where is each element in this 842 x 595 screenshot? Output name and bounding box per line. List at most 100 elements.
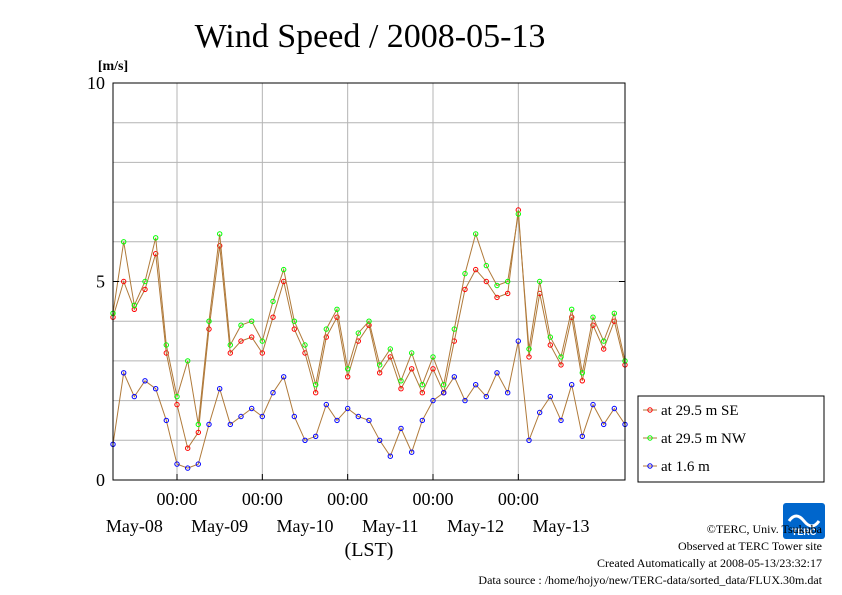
data-point (249, 405, 255, 412)
data-point (494, 282, 500, 289)
data-point (483, 278, 489, 285)
y-unit-label: [m/s] (98, 59, 128, 74)
data-point (291, 326, 297, 332)
data-point (430, 397, 436, 404)
x-day-label: May-12 (447, 516, 504, 536)
data-point (590, 314, 596, 320)
data-point (291, 318, 297, 324)
data-point (430, 366, 436, 372)
legend-marker (647, 435, 653, 441)
data-point (355, 330, 361, 336)
grid-lines (113, 83, 625, 480)
x-day-label: May-09 (191, 516, 248, 536)
data-point (462, 270, 468, 277)
legend-label: at 29.5 m SE (661, 403, 739, 419)
series-line (112, 340, 626, 469)
data-point (121, 370, 127, 376)
chart-title: Wind Speed / 2008-05-13 (195, 18, 546, 55)
data-point (526, 346, 532, 352)
data-point (185, 465, 191, 471)
data-point (345, 405, 351, 412)
data-point (494, 294, 500, 301)
data-point (142, 378, 148, 384)
legend-label: at 29.5 m NW (661, 431, 747, 447)
data-point (217, 243, 223, 249)
data-point (121, 239, 127, 245)
data-point (291, 413, 297, 420)
data-point (505, 390, 511, 396)
x-day-label: May-08 (106, 516, 163, 536)
data-point (206, 318, 212, 324)
data-point (281, 374, 287, 380)
data-point (515, 338, 521, 344)
data-point (174, 393, 180, 400)
data-point (537, 278, 543, 285)
data-point (377, 362, 383, 368)
data-point (515, 211, 521, 217)
x-day-label: May-13 (533, 516, 590, 536)
data-point (505, 290, 511, 297)
data-point (590, 322, 596, 328)
data-point (387, 453, 393, 459)
legend-label: at 1.6 m (661, 459, 710, 475)
data-point (206, 421, 212, 428)
data-point (579, 378, 585, 384)
x-tick-label: 00:00 (327, 489, 368, 509)
data-point (195, 421, 202, 428)
x-tick-label: 00:00 (412, 489, 453, 509)
data-point (558, 362, 564, 368)
data-point (473, 231, 479, 237)
data-point (547, 342, 553, 348)
data-point (206, 326, 212, 332)
data-point (398, 425, 404, 432)
data-point (270, 390, 276, 396)
data-point (153, 235, 159, 241)
series-3 (110, 338, 628, 471)
data-point (377, 370, 383, 376)
y-tick-label: 10 (87, 73, 105, 93)
data-point (238, 413, 244, 420)
data-point (537, 409, 543, 416)
data-point (494, 370, 500, 376)
y-axis: 0 5 10 (87, 73, 625, 490)
x-day-label: May-10 (277, 516, 334, 536)
data-point (227, 342, 234, 348)
data-point (195, 429, 202, 436)
data-point (419, 390, 425, 396)
data-point (366, 417, 372, 424)
data-point (547, 334, 553, 340)
data-point (558, 354, 564, 360)
x-tick-label: 00:00 (498, 489, 539, 509)
data-point (345, 374, 351, 380)
data-point (483, 262, 489, 269)
data-point (462, 286, 468, 293)
x-axis-label: (LST) (345, 539, 394, 561)
data-point (451, 374, 457, 380)
data-point (142, 278, 148, 285)
data-point (611, 405, 617, 412)
data-point (451, 326, 457, 332)
data-point (313, 433, 319, 439)
data-point (249, 334, 255, 340)
data-point (334, 417, 340, 424)
data-point (131, 393, 138, 400)
series-2 (110, 211, 628, 428)
data-point (345, 366, 351, 372)
data-point (163, 417, 170, 424)
data-point (601, 421, 607, 428)
x-tick-label: 00:00 (156, 489, 197, 509)
data-point (334, 306, 340, 312)
data-point (505, 278, 511, 285)
data-point (227, 421, 234, 428)
data-point (601, 338, 607, 344)
data-point (355, 413, 361, 420)
data-point (323, 401, 329, 408)
data-point (547, 393, 553, 400)
data-point (398, 386, 404, 392)
series-1 (110, 207, 628, 451)
data-point (249, 318, 255, 324)
data-point (409, 449, 415, 455)
terc-logo: TERC (783, 503, 825, 539)
data-point (238, 338, 244, 344)
legend-box (637, 395, 825, 483)
